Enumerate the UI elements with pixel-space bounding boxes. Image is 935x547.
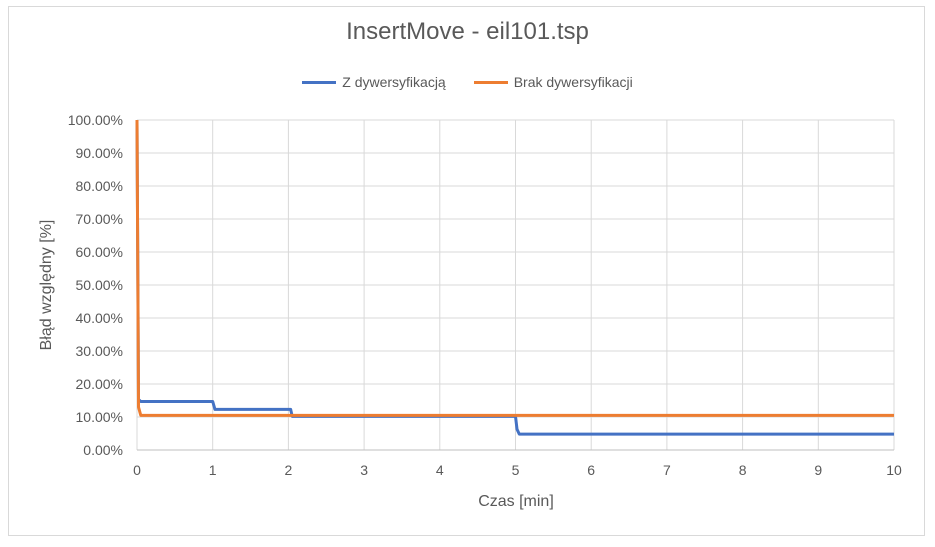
x-tick-label: 1 xyxy=(209,462,217,478)
y-tick-label: 50.00% xyxy=(76,277,123,293)
legend-item-series-1: Z dywersyfikacją xyxy=(302,74,446,90)
legend: Z dywersyfikacją Brak dywersyfikacji xyxy=(0,74,935,90)
y-tick-label: 30.00% xyxy=(76,343,123,359)
legend-swatch-series-2 xyxy=(473,80,508,84)
x-tick-label: 0 xyxy=(133,462,141,478)
x-tick-label: 2 xyxy=(285,462,293,478)
x-tick-label: 3 xyxy=(360,462,368,478)
y-tick-label: 90.00% xyxy=(76,145,123,161)
x-tick-label: 4 xyxy=(436,462,444,478)
y-tick-label: 40.00% xyxy=(76,310,123,326)
y-tick-label: 100.00% xyxy=(68,112,123,128)
chart-frame xyxy=(8,6,925,536)
y-axis-title: Błąd względny [%] xyxy=(38,220,55,351)
legend-item-series-2: Brak dywersyfikacji xyxy=(473,74,633,90)
y-tick-label: 70.00% xyxy=(76,211,123,227)
y-tick-label: 10.00% xyxy=(76,409,123,425)
x-tick-label: 10 xyxy=(886,462,902,478)
y-tick-label: 0.00% xyxy=(83,442,123,458)
series-line-1 xyxy=(135,119,894,436)
x-tick-label: 7 xyxy=(663,462,671,478)
x-tick-label: 9 xyxy=(814,462,822,478)
chart-title: InsertMove - eil101.tsp xyxy=(346,18,589,45)
legend-label-series-2: Brak dywersyfikacji xyxy=(513,74,633,90)
y-tick-label: 80.00% xyxy=(76,178,123,194)
x-tick-label: 8 xyxy=(739,462,747,478)
legend-label-series-1: Z dywersyfikacją xyxy=(342,74,446,90)
x-tick-label: 5 xyxy=(512,462,520,478)
grid xyxy=(136,119,895,451)
y-tick-label: 60.00% xyxy=(76,244,123,260)
x-axis-title: Czas [min] xyxy=(478,493,554,510)
x-tick-label: 6 xyxy=(587,462,595,478)
legend-swatch-series-1 xyxy=(302,80,337,84)
y-tick-label: 20.00% xyxy=(76,376,123,392)
series-line-2 xyxy=(135,119,894,417)
